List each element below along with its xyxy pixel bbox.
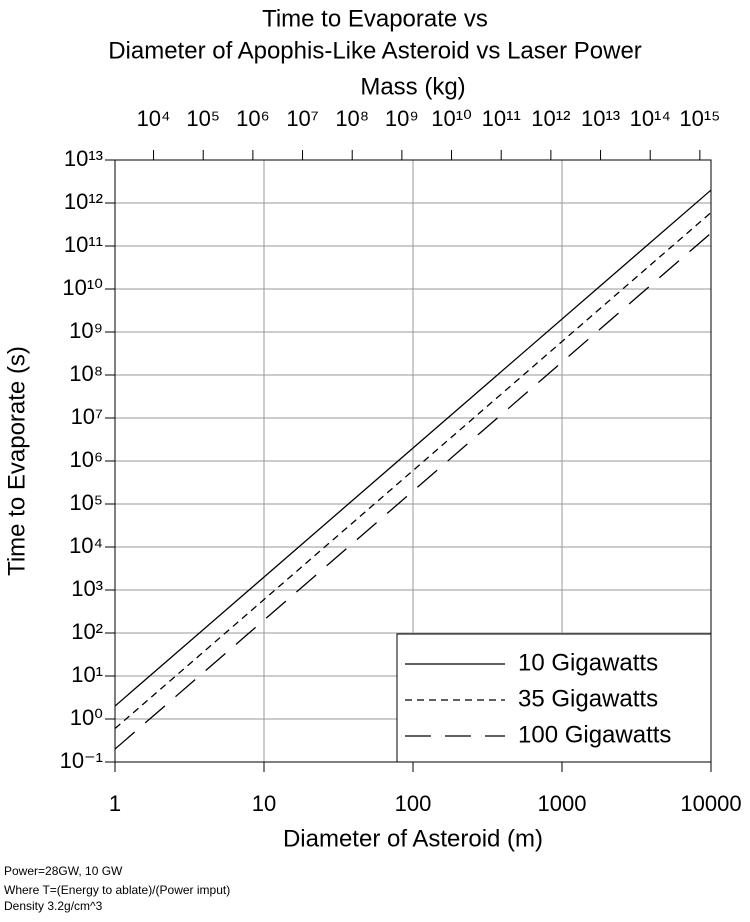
y-tick-label: 10¹ (71, 662, 103, 687)
x-axis-label: Diameter of Asteroid (m) (283, 825, 543, 852)
x2-tick-label: 10¹⁵ (679, 106, 720, 131)
y-tick-label: 10⁰ (70, 705, 103, 730)
y-tick-label: 10² (71, 619, 103, 644)
y-tick-label: 10¹³ (64, 146, 103, 171)
y-axis-label: Time to Evaporate (s) (3, 346, 30, 576)
note: Where T=(Energy to ablate)/(Power imput) (4, 883, 230, 897)
x2-tick-label: 10¹² (531, 106, 570, 131)
x2-tick-label: 10⁸ (335, 106, 369, 131)
y-tick-label: 10⁵ (69, 490, 103, 515)
x-tick-label: 10 (252, 791, 276, 816)
x2-tick-label: 10⁵ (186, 106, 220, 131)
y-tick-label: 10³ (71, 576, 103, 601)
x2-axis-label: Mass (kg) (360, 73, 465, 100)
y-tick-label: 10⁴ (69, 533, 103, 558)
series-line (114, 189, 712, 707)
chart-title: Diameter of Apophis-Like Asteroid vs Las… (108, 37, 642, 64)
legend-label: 35 Gigawatts (518, 685, 658, 712)
y-tick-label: 10¹⁰ (62, 275, 103, 300)
x2-tick-label: 10¹⁰ (431, 106, 472, 131)
x-tick-label: 100 (395, 791, 432, 816)
y-tick-label: 10⁻¹ (60, 748, 103, 773)
series-line (114, 232, 712, 750)
x2-tick-label: 10⁴ (137, 106, 171, 131)
x2-tick-label: 10⁶ (236, 106, 270, 131)
legend-label: 10 Gigawatts (518, 649, 658, 676)
x2-tick-label: 10⁷ (286, 106, 318, 131)
chart-title: Time to Evaporate vs (262, 5, 488, 32)
note: Power=28GW, 10 GW (4, 864, 123, 878)
x2-tick-label: 10¹¹ (482, 106, 521, 131)
x2-tick-label: 10¹³ (581, 106, 620, 131)
x2-tick-label: 10¹⁴ (630, 106, 671, 131)
x-tick-label: 1000 (538, 791, 587, 816)
legend-label: 100 Gigawatts (518, 721, 671, 748)
y-tick-label: 10⁶ (69, 447, 103, 472)
note: Density 3.2g/cm^3 (4, 899, 103, 913)
y-tick-label: 10⁸ (69, 361, 103, 386)
legend-box (396, 633, 712, 763)
x2-tick-label: 10⁹ (385, 106, 419, 131)
y-tick-label: 10¹² (64, 189, 103, 214)
y-tick-label: 10⁷ (71, 404, 103, 429)
x-tick-label: 10000 (680, 791, 741, 816)
y-tick-label: 10⁹ (69, 318, 103, 343)
x-tick-label: 1 (109, 791, 121, 816)
y-tick-label: 10¹¹ (64, 232, 103, 257)
